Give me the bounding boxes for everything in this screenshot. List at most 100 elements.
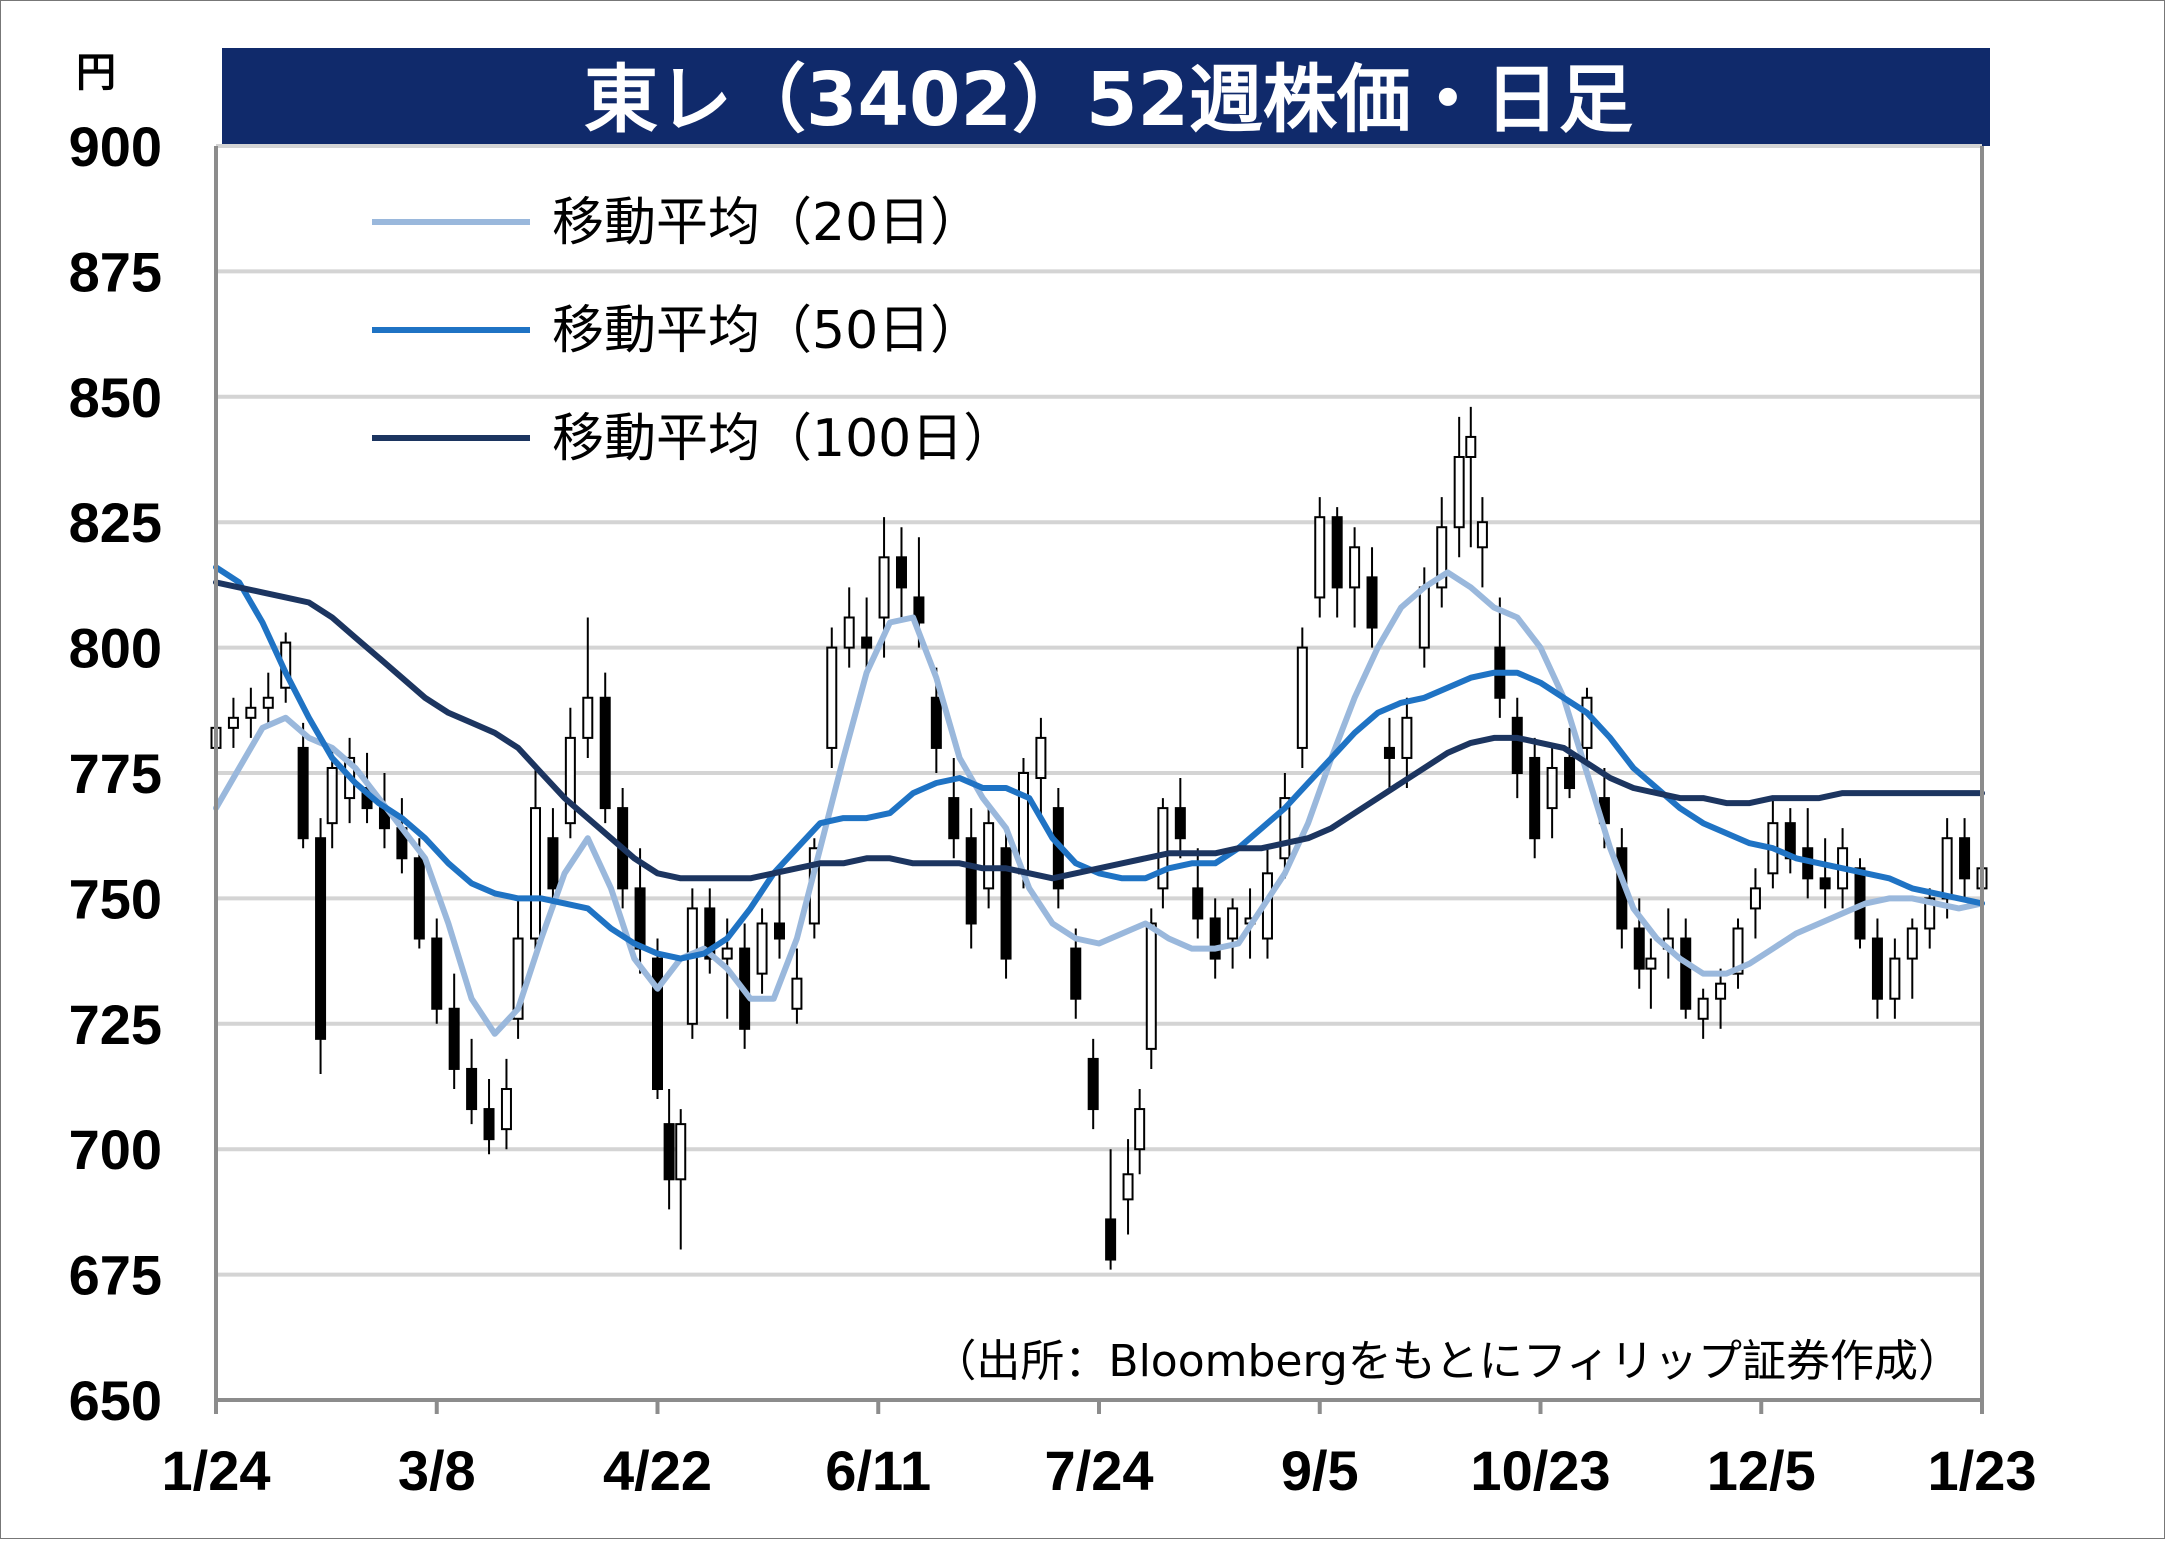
candle-body xyxy=(1476,521,1488,549)
y-unit-label: 円 xyxy=(76,50,116,96)
candle-body xyxy=(1296,646,1308,749)
candle-body xyxy=(1941,837,1953,900)
candle-body xyxy=(1715,982,1727,1000)
candle-body xyxy=(1732,927,1744,975)
y-tick-label: 850 xyxy=(69,366,162,429)
candle-body xyxy=(930,696,942,749)
candle-body xyxy=(878,556,890,619)
candle-body xyxy=(1035,736,1047,780)
candle-body xyxy=(1819,877,1831,890)
candle-body xyxy=(1401,716,1413,759)
candle-body xyxy=(512,937,524,1020)
candle-body xyxy=(983,822,995,890)
candle-body xyxy=(431,937,443,1010)
candle-body xyxy=(1192,887,1204,920)
candle-body xyxy=(1366,576,1378,629)
x-tick-label: 12/5 xyxy=(1707,1439,1816,1502)
candle-body xyxy=(791,977,803,1010)
candle-body xyxy=(1349,546,1361,589)
candle-body xyxy=(1227,907,1239,940)
candle-body xyxy=(1087,1057,1099,1111)
candle-body xyxy=(466,1067,478,1111)
legend: 移動平均（20日） 移動平均（50日） 移動平均（100日） xyxy=(372,193,1015,469)
y-tick-label: 825 xyxy=(69,491,162,554)
candle-body xyxy=(530,807,542,940)
candle-body xyxy=(1418,586,1430,649)
candle-body xyxy=(1174,807,1186,840)
candle-body xyxy=(1581,696,1593,749)
candle-body xyxy=(1209,917,1221,960)
x-tick-label: 1/24 xyxy=(162,1439,271,1502)
candle-body xyxy=(599,696,611,810)
candle-body xyxy=(1157,807,1169,890)
legend-label: 移動平均（50日） xyxy=(552,301,982,361)
moving-average-lines xyxy=(213,564,1985,1037)
candle-body xyxy=(913,596,925,624)
candle-body xyxy=(965,837,977,925)
candle-body xyxy=(483,1108,495,1141)
x-tick-label: 9/5 xyxy=(1281,1439,1359,1502)
source-note: （出所：Bloombergをもとにフィリップ証券作成） xyxy=(932,1336,1962,1387)
y-tick-label: 900 xyxy=(69,115,162,178)
title-bar xyxy=(222,48,1990,146)
candle-body xyxy=(582,696,594,739)
candle-body xyxy=(1871,937,1883,1000)
candle-body xyxy=(895,556,907,589)
x-tick-label: 10/23 xyxy=(1470,1439,1610,1502)
candle-body xyxy=(686,907,698,1025)
x-tick-labels: 1/24 3/8 4/22 6/11 7/24 9/5 10/23 12/5 1/23 xyxy=(162,1400,2037,1502)
y-tick-label: 775 xyxy=(69,742,162,805)
candle-body xyxy=(1070,947,1082,1000)
candle-body xyxy=(1000,847,1012,960)
candle-body xyxy=(634,887,646,950)
candle-body xyxy=(448,1007,460,1070)
gridlines xyxy=(216,144,1982,1277)
candlesticks xyxy=(210,406,1988,1270)
candle-body xyxy=(1697,997,1709,1020)
y-tick-label: 650 xyxy=(69,1369,162,1432)
ma-line-1 xyxy=(213,564,1985,962)
candle-body xyxy=(564,736,576,825)
candle-body xyxy=(1959,837,1971,880)
candle-body xyxy=(262,696,274,709)
candle-body xyxy=(1680,937,1692,1010)
candle-body xyxy=(826,646,838,749)
candle-body xyxy=(413,857,425,940)
candle-body xyxy=(675,1123,687,1181)
candle-body xyxy=(1511,716,1523,774)
candle-body xyxy=(1645,957,1657,970)
ma-line-2 xyxy=(213,579,1985,882)
candle-body xyxy=(227,716,239,729)
candle-body xyxy=(1436,526,1448,589)
legend-label: 移動平均（20日） xyxy=(552,193,982,253)
y-tick-label: 875 xyxy=(69,240,162,303)
plot-axes xyxy=(214,146,1984,1402)
candle-body xyxy=(297,746,309,840)
x-tick-label: 6/11 xyxy=(825,1439,931,1502)
candle-body xyxy=(1529,756,1541,840)
candle-body xyxy=(1749,887,1761,910)
candle-body xyxy=(663,1123,675,1181)
candle-body xyxy=(1134,1108,1146,1151)
candle-body xyxy=(245,706,257,719)
y-tick-label: 675 xyxy=(69,1244,162,1307)
candle-body xyxy=(652,957,663,1091)
y-tick-labels: 900 875 850 825 800 775 750 725 700 675 650 xyxy=(69,115,162,1432)
y-tick-label: 700 xyxy=(69,1118,162,1181)
candle-body xyxy=(1564,756,1576,790)
candle-body xyxy=(704,907,716,960)
candle-body xyxy=(1546,766,1558,810)
x-tick-label: 4/22 xyxy=(603,1439,712,1502)
candle-body xyxy=(1453,455,1465,529)
candle-body xyxy=(1145,922,1157,1050)
candle-body xyxy=(1279,797,1291,860)
candle-body xyxy=(1122,1173,1134,1201)
candle-body xyxy=(1889,957,1901,1000)
candle-body xyxy=(843,616,855,649)
candle-body xyxy=(861,636,873,649)
candle-body xyxy=(315,837,327,1040)
candle-body xyxy=(547,837,559,890)
legend-label: 移動平均（100日） xyxy=(552,409,1015,469)
